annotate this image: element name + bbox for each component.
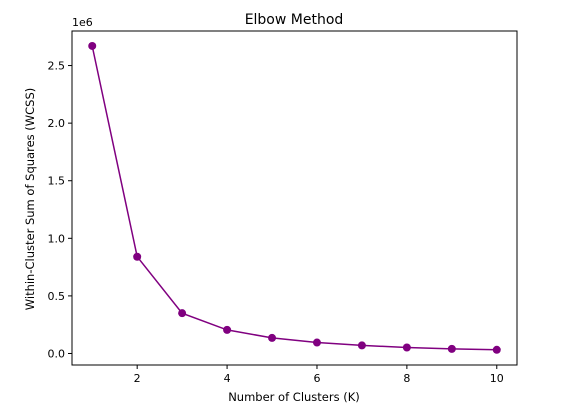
y-tick-label: 2.0 [48, 117, 66, 130]
x-tick-label: 8 [403, 372, 410, 385]
y-tick-label: 0.5 [48, 290, 66, 303]
x-tick-label: 2 [134, 372, 141, 385]
x-tick-label: 4 [224, 372, 231, 385]
chart-title: Elbow Method [245, 12, 344, 28]
data-point-k3 [178, 309, 187, 318]
x-tick-label: 6 [313, 372, 320, 385]
data-point-k6 [312, 338, 321, 347]
y-tick-label: 0.0 [48, 347, 66, 360]
x-axis-label: Number of Clusters (K) [228, 390, 360, 404]
plot-layer: 2 4 6 8 10 0.0 0.5 1.0 1.5 2.0 2.5 [48, 41, 504, 385]
data-point-k4 [223, 325, 232, 334]
data-point-k10 [492, 345, 501, 354]
data-point-k5 [268, 333, 277, 342]
y-tick-label: 2.5 [48, 60, 66, 73]
data-point-k9 [447, 344, 456, 353]
y-axis-label: Within-Cluster Sum of Squares (WCSS) [23, 88, 37, 311]
plot-frame [71, 30, 518, 366]
data-point-k1 [88, 41, 97, 50]
data-point-k7 [357, 341, 366, 350]
y-offset-label: 1e6 [72, 16, 93, 29]
wcss-line [91, 45, 497, 351]
data-point-k2 [133, 252, 142, 261]
x-tick-label: 10 [490, 372, 504, 385]
y-tick-label: 1.0 [48, 232, 66, 245]
y-tick-label: 1.5 [48, 175, 66, 188]
data-point-k8 [402, 343, 411, 352]
